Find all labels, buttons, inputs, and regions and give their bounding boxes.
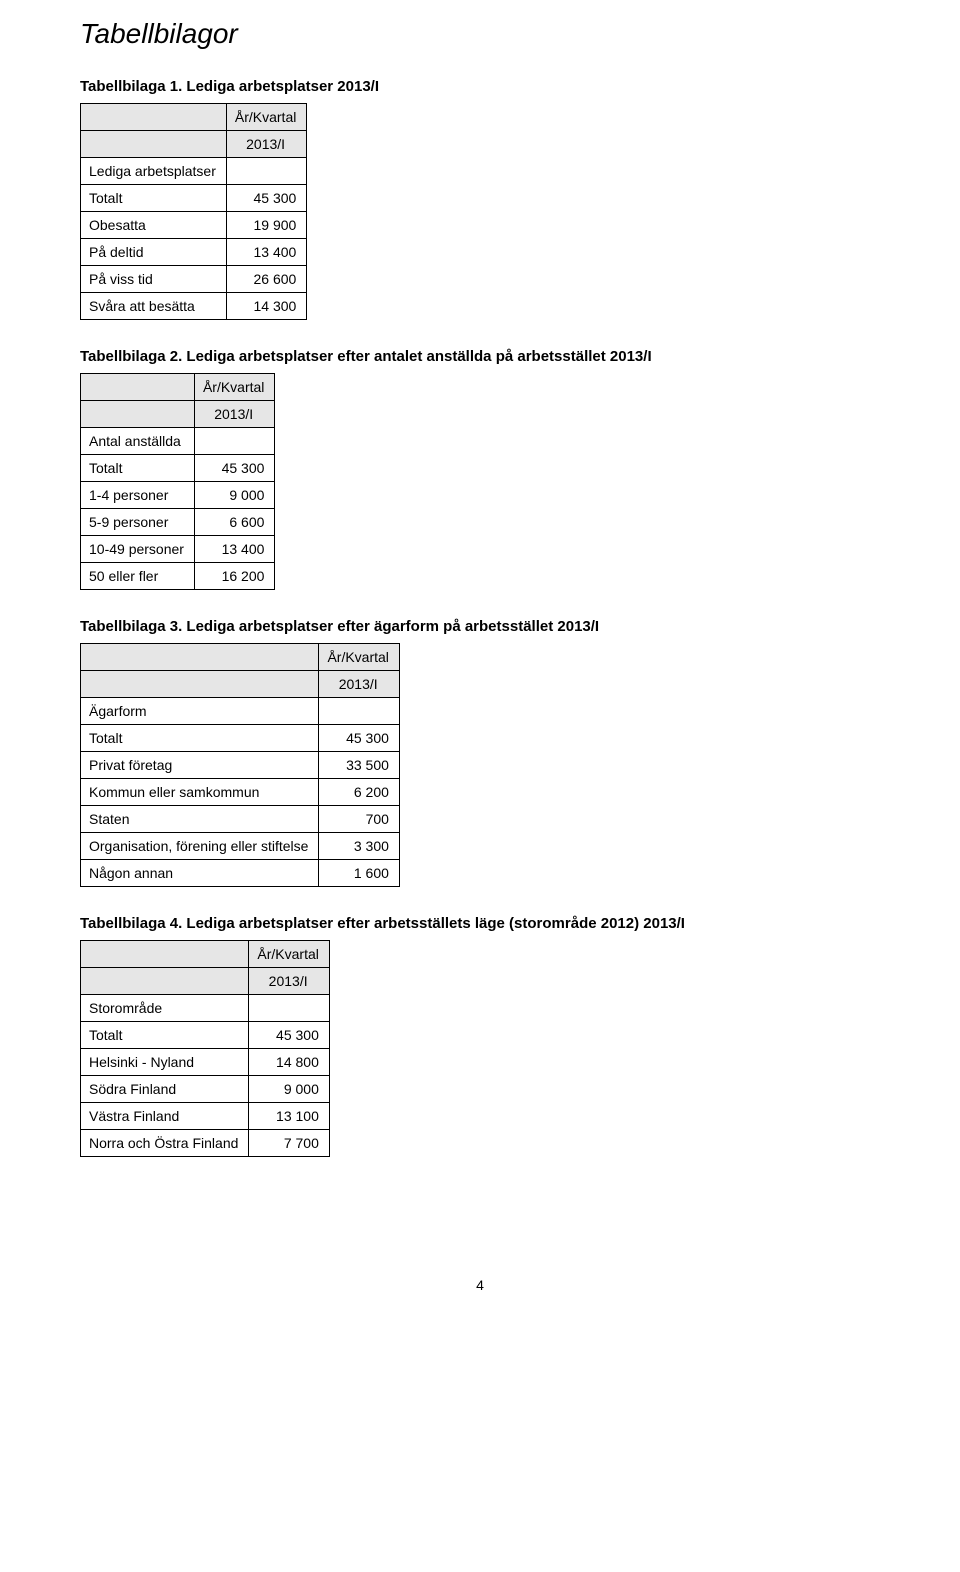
- row-label: Staten: [81, 806, 319, 833]
- table-corner: [81, 968, 249, 995]
- empty-cell: [319, 698, 399, 725]
- row-value: 16 200: [194, 563, 274, 590]
- table-row: Kommun eller samkommun6 200: [81, 779, 400, 806]
- table-4: År/Kvartal 2013/I Storområde Totalt45 30…: [80, 940, 330, 1157]
- col-header-sub: 2013/I: [226, 131, 306, 158]
- table-corner: [81, 671, 319, 698]
- table-corner: [81, 374, 195, 401]
- empty-cell: [226, 158, 306, 185]
- row-label: 5-9 personer: [81, 509, 195, 536]
- table-corner: [81, 131, 227, 158]
- document-page: Tabellbilagor Tabellbilaga 1. Lediga arb…: [0, 0, 960, 1333]
- row-group-label: Antal anställda: [81, 428, 195, 455]
- row-value: 9 000: [249, 1076, 329, 1103]
- row-label: Privat företag: [81, 752, 319, 779]
- row-value: 1 600: [319, 860, 399, 887]
- row-label: Västra Finland: [81, 1103, 249, 1130]
- table-corner: [81, 104, 227, 131]
- table-row: Totalt45 300: [81, 455, 275, 482]
- table-corner: [81, 644, 319, 671]
- table-row: Helsinki - Nyland14 800: [81, 1049, 330, 1076]
- table-row: Privat företag33 500: [81, 752, 400, 779]
- page-title: Tabellbilagor: [80, 18, 880, 50]
- row-value: 700: [319, 806, 399, 833]
- empty-cell: [194, 428, 274, 455]
- row-label: 10-49 personer: [81, 536, 195, 563]
- row-value: 45 300: [226, 185, 306, 212]
- table-row: Svåra att besätta14 300: [81, 293, 307, 320]
- row-label: På viss tid: [81, 266, 227, 293]
- row-value: 19 900: [226, 212, 306, 239]
- row-value: 45 300: [249, 1022, 329, 1049]
- table-row: 50 eller fler16 200: [81, 563, 275, 590]
- row-label: 50 eller fler: [81, 563, 195, 590]
- row-label: Totalt: [81, 725, 319, 752]
- row-label: Obesatta: [81, 212, 227, 239]
- table-corner: [81, 941, 249, 968]
- row-value: 14 300: [226, 293, 306, 320]
- row-value: 6 200: [319, 779, 399, 806]
- table-row: Organisation, förening eller stiftelse3 …: [81, 833, 400, 860]
- row-value: 33 500: [319, 752, 399, 779]
- table-row: Västra Finland13 100: [81, 1103, 330, 1130]
- row-label: Helsinki - Nyland: [81, 1049, 249, 1076]
- row-value: 13 400: [194, 536, 274, 563]
- row-label: Kommun eller samkommun: [81, 779, 319, 806]
- table-row: Någon annan1 600: [81, 860, 400, 887]
- row-label: Totalt: [81, 185, 227, 212]
- row-label: Södra Finland: [81, 1076, 249, 1103]
- table-row: 1-4 personer9 000: [81, 482, 275, 509]
- row-value: 6 600: [194, 509, 274, 536]
- col-header-sub: 2013/I: [194, 401, 274, 428]
- table-row: På viss tid26 600: [81, 266, 307, 293]
- row-label: Svåra att besätta: [81, 293, 227, 320]
- table-2: År/Kvartal 2013/I Antal anställda Totalt…: [80, 373, 275, 590]
- row-value: 13 100: [249, 1103, 329, 1130]
- empty-cell: [249, 995, 329, 1022]
- row-value: 13 400: [226, 239, 306, 266]
- row-group-label: Ägarform: [81, 698, 319, 725]
- table-row: På deltid13 400: [81, 239, 307, 266]
- row-value: 45 300: [319, 725, 399, 752]
- table-corner: [81, 401, 195, 428]
- row-label: På deltid: [81, 239, 227, 266]
- table-4-title: Tabellbilaga 4. Lediga arbetsplatser eft…: [80, 915, 880, 932]
- row-value: 26 600: [226, 266, 306, 293]
- page-number: 4: [80, 1277, 880, 1293]
- row-label: Norra och Östra Finland: [81, 1130, 249, 1157]
- row-value: 3 300: [319, 833, 399, 860]
- row-group-label: Lediga arbetsplatser: [81, 158, 227, 185]
- row-value: 7 700: [249, 1130, 329, 1157]
- table-row: Staten700: [81, 806, 400, 833]
- row-value: 14 800: [249, 1049, 329, 1076]
- table-2-title: Tabellbilaga 2. Lediga arbetsplatser eft…: [80, 348, 880, 365]
- row-label: Totalt: [81, 1022, 249, 1049]
- row-value: 9 000: [194, 482, 274, 509]
- table-row: Södra Finland9 000: [81, 1076, 330, 1103]
- table-row: Obesatta19 900: [81, 212, 307, 239]
- table-row: 10-49 personer13 400: [81, 536, 275, 563]
- col-header-top: År/Kvartal: [249, 941, 329, 968]
- row-label: Totalt: [81, 455, 195, 482]
- row-value: 45 300: [194, 455, 274, 482]
- col-header-sub: 2013/I: [319, 671, 399, 698]
- row-group-label: Storområde: [81, 995, 249, 1022]
- col-header-sub: 2013/I: [249, 968, 329, 995]
- row-label: Någon annan: [81, 860, 319, 887]
- row-label: Organisation, förening eller stiftelse: [81, 833, 319, 860]
- col-header-top: År/Kvartal: [319, 644, 399, 671]
- table-row: 5-9 personer6 600: [81, 509, 275, 536]
- col-header-top: År/Kvartal: [194, 374, 274, 401]
- row-label: 1-4 personer: [81, 482, 195, 509]
- table-1-title: Tabellbilaga 1. Lediga arbetsplatser 201…: [80, 78, 880, 95]
- table-row: Norra och Östra Finland7 700: [81, 1130, 330, 1157]
- table-3-title: Tabellbilaga 3. Lediga arbetsplatser eft…: [80, 618, 880, 635]
- table-1: År/Kvartal 2013/I Lediga arbetsplatser T…: [80, 103, 307, 320]
- col-header-top: År/Kvartal: [226, 104, 306, 131]
- table-row: Totalt45 300: [81, 1022, 330, 1049]
- table-row: Totalt45 300: [81, 185, 307, 212]
- table-3: År/Kvartal 2013/I Ägarform Totalt45 300 …: [80, 643, 400, 887]
- table-row: Totalt45 300: [81, 725, 400, 752]
